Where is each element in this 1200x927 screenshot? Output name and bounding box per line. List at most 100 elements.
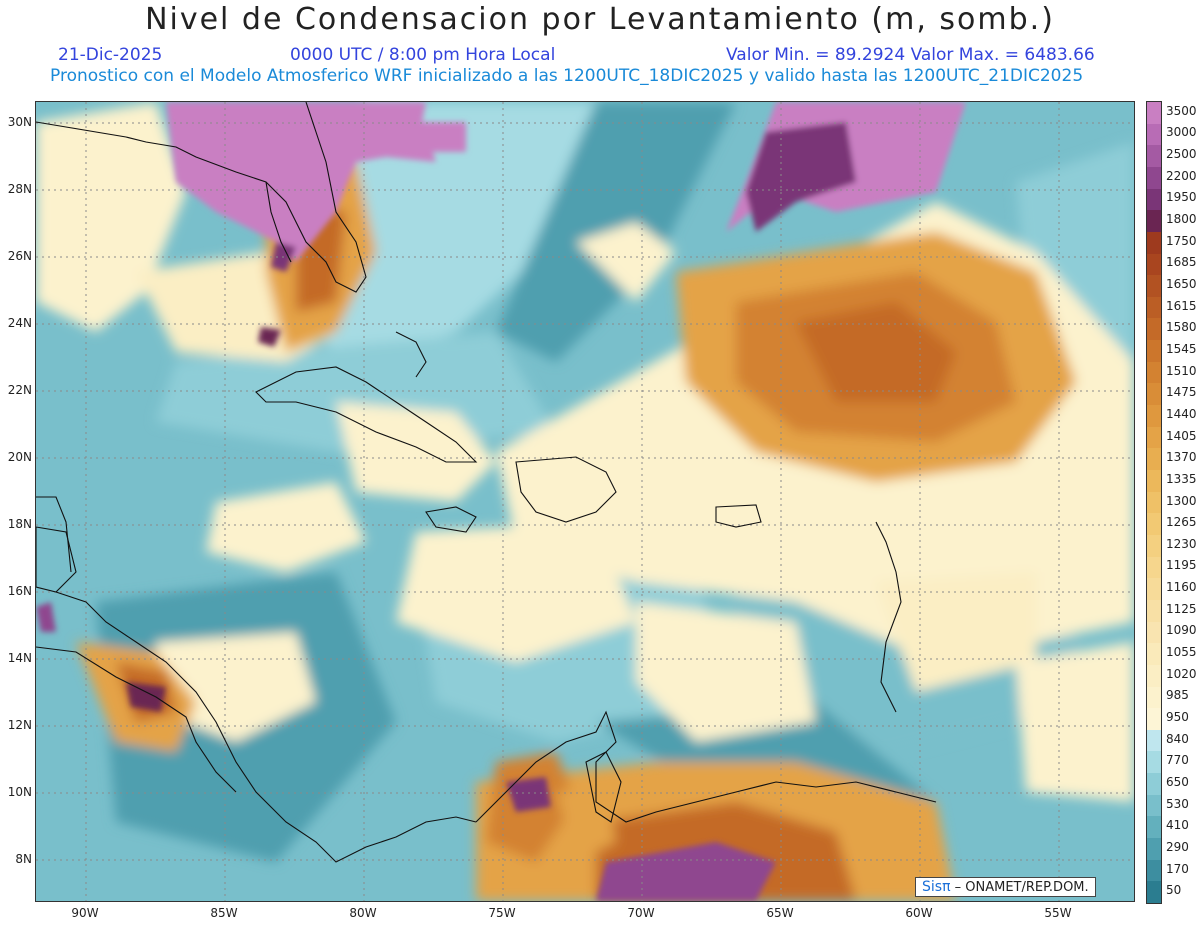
lcl-field-map xyxy=(36,102,1134,901)
colorbar-segment xyxy=(1147,729,1161,752)
colorbar-segment xyxy=(1147,491,1161,514)
colorbar-segment xyxy=(1147,448,1161,471)
lat-label: 22N xyxy=(7,383,32,397)
lat-label: 24N xyxy=(7,316,32,330)
lon-label: 75W xyxy=(488,906,516,920)
colorbar-segment xyxy=(1147,210,1161,233)
colorbar-segment xyxy=(1147,426,1161,449)
colorbar-segment xyxy=(1147,708,1161,731)
map-title: Nivel de Condensacion por Levantamiento … xyxy=(145,2,1055,37)
lat-label: 28N xyxy=(7,182,32,196)
colorbar-label: 1335 xyxy=(1166,471,1197,486)
coastlines xyxy=(36,102,937,863)
colorbar-label: 1405 xyxy=(1166,428,1197,443)
colorbar xyxy=(1146,101,1162,904)
colorbar-label: 2200 xyxy=(1166,168,1197,183)
lat-label: 12N xyxy=(7,718,32,732)
colorbar-label: 1950 xyxy=(1166,190,1197,205)
colorbar-segment xyxy=(1147,838,1161,861)
colorbar-segment xyxy=(1147,145,1161,168)
lat-label: 14N xyxy=(7,651,32,665)
colorbar-label: 1125 xyxy=(1166,601,1197,616)
colorbar-segment xyxy=(1147,534,1161,558)
lat-label: 8N xyxy=(15,852,32,866)
colorbar-segment xyxy=(1147,296,1161,319)
colorbar-label: 530 xyxy=(1166,796,1189,811)
colorbar-label: 1195 xyxy=(1166,558,1197,573)
colorbar-label: 1300 xyxy=(1166,493,1197,508)
lcl-shading xyxy=(36,102,1134,901)
map-panel xyxy=(35,101,1135,902)
colorbar-segment xyxy=(1147,470,1161,493)
colorbar-segment xyxy=(1147,361,1161,384)
colorbar-segment xyxy=(1147,340,1161,363)
colorbar-label: 650 xyxy=(1166,774,1189,789)
colorbar-label: 1055 xyxy=(1166,645,1197,660)
colorbar-segment xyxy=(1147,556,1161,579)
colorbar-segment xyxy=(1147,275,1161,298)
colorbar-label: 1020 xyxy=(1166,666,1197,681)
colorbar-label: 3500 xyxy=(1166,103,1197,118)
colorbar-label: 1685 xyxy=(1166,255,1197,270)
colorbar-label: 410 xyxy=(1166,818,1189,833)
lon-label: 85W xyxy=(210,906,238,920)
colorbar-label: 170 xyxy=(1166,861,1189,876)
colorbar-segment xyxy=(1147,773,1161,796)
sispi-logo-text: Sisπ xyxy=(922,879,951,895)
colorbar-label: 290 xyxy=(1166,839,1189,854)
colorbar-segment xyxy=(1147,383,1161,406)
colorbar-label: 840 xyxy=(1166,731,1189,746)
lon-label: 80W xyxy=(349,906,377,920)
colorbar-label: 1160 xyxy=(1166,580,1197,595)
colorbar-label: 3000 xyxy=(1166,125,1197,140)
lon-label: 65W xyxy=(766,906,794,920)
colorbar-segment xyxy=(1147,253,1161,276)
colorbar-segment xyxy=(1147,405,1161,428)
colorbar-label: 1475 xyxy=(1166,385,1197,400)
colorbar-segment xyxy=(1147,188,1161,211)
colorbar-label: 1750 xyxy=(1166,233,1197,248)
gridlines xyxy=(36,102,1134,901)
colorbar-label: 985 xyxy=(1166,688,1189,703)
colorbar-segment xyxy=(1147,664,1161,687)
colorbar-segment xyxy=(1147,578,1161,601)
forecast-time: 0000 UTC / 8:00 pm Hora Local xyxy=(290,45,556,65)
lat-label: 16N xyxy=(7,584,32,598)
lon-label: 55W xyxy=(1044,906,1072,920)
colorbar-label: 1650 xyxy=(1166,277,1197,291)
colorbar-label: 1265 xyxy=(1166,515,1197,530)
lon-label: 90W xyxy=(71,906,99,920)
colorbar-label: 1230 xyxy=(1166,536,1197,551)
colorbar-label: 1580 xyxy=(1166,320,1197,335)
colorbar-segment xyxy=(1147,686,1161,709)
min-max-values: Valor Min. = 89.2924 Valor Max. = 6483.6… xyxy=(726,45,1095,65)
forecast-date: 21-Dic-2025 xyxy=(58,45,163,65)
colorbar-segment xyxy=(1147,621,1161,644)
lat-label: 18N xyxy=(7,517,32,531)
credit-text: – ONAMET/REP.DOM. xyxy=(950,880,1089,895)
lat-label: 30N xyxy=(7,115,32,129)
credit-box: Sisπ – ONAMET/REP.DOM. xyxy=(915,877,1096,897)
colorbar-segment xyxy=(1147,599,1161,623)
lon-label: 70W xyxy=(627,906,655,920)
colorbar-label: 1615 xyxy=(1166,298,1197,313)
model-info: Pronostico con el Modelo Atmosferico WRF… xyxy=(50,66,1084,86)
colorbar-segment xyxy=(1147,751,1161,774)
colorbar-label: 1370 xyxy=(1166,450,1197,465)
colorbar-label: 950 xyxy=(1166,709,1189,724)
colorbar-segment xyxy=(1147,231,1161,255)
colorbar-label: 770 xyxy=(1166,753,1189,768)
high-lcl-areas xyxy=(36,102,966,901)
colorbar-segment xyxy=(1147,643,1161,666)
lat-label: 10N xyxy=(7,785,32,799)
colorbar-label: 50 xyxy=(1166,883,1182,898)
colorbar-label: 1545 xyxy=(1166,341,1197,356)
lon-label: 60W xyxy=(905,906,933,920)
colorbar-segment xyxy=(1147,859,1161,882)
lat-label: 26N xyxy=(7,249,32,263)
colorbar-segment xyxy=(1147,166,1161,190)
colorbar-segment xyxy=(1147,318,1161,341)
colorbar-segment xyxy=(1147,123,1161,146)
colorbar-segment xyxy=(1147,794,1161,817)
colorbar-label: 1440 xyxy=(1166,406,1197,421)
